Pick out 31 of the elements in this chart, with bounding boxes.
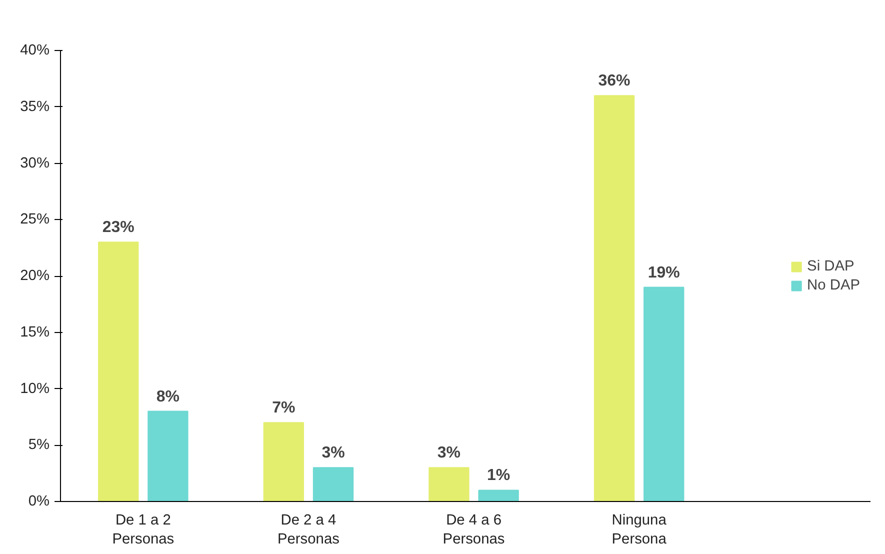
data-label: 23% (102, 219, 134, 236)
data-label: 19% (648, 264, 680, 282)
x-tick-label: Ninguna Persona (612, 512, 668, 548)
data-label: 36% (598, 72, 630, 90)
y-tick-label: 10% (20, 380, 50, 397)
y-tick-label: 15% (20, 324, 50, 340)
y-tick-label: 5% (28, 437, 50, 454)
y-tick-label: 35% (20, 98, 50, 115)
data-label: 8% (156, 388, 180, 406)
bar (644, 286, 684, 502)
bar (148, 410, 188, 502)
x-tick-label: De 4 a 6 Personas (442, 512, 505, 548)
y-tick-label: 20% (20, 268, 50, 284)
y-tick-label: 25% (20, 212, 50, 228)
x-tick-label: De 2 a 4 Personas (278, 512, 340, 548)
y-tick-label: 40% (20, 42, 50, 58)
bar (594, 95, 635, 502)
bar (98, 242, 139, 502)
bar (312, 467, 354, 502)
legend-label: Si DAP (807, 258, 854, 274)
bar (428, 467, 470, 502)
data-label: 3% (437, 444, 461, 462)
y-tick-label: 0% (28, 494, 50, 510)
legend-label: No DAP (807, 277, 860, 293)
data-label: 1% (487, 467, 510, 484)
y-tick-label: 30% (20, 155, 50, 172)
data-label: 7% (272, 400, 296, 417)
x-tick-label: De 1 a 2 Personas (112, 512, 174, 548)
bar (263, 422, 304, 502)
data-label: 3% (322, 444, 345, 462)
bar (478, 490, 519, 502)
